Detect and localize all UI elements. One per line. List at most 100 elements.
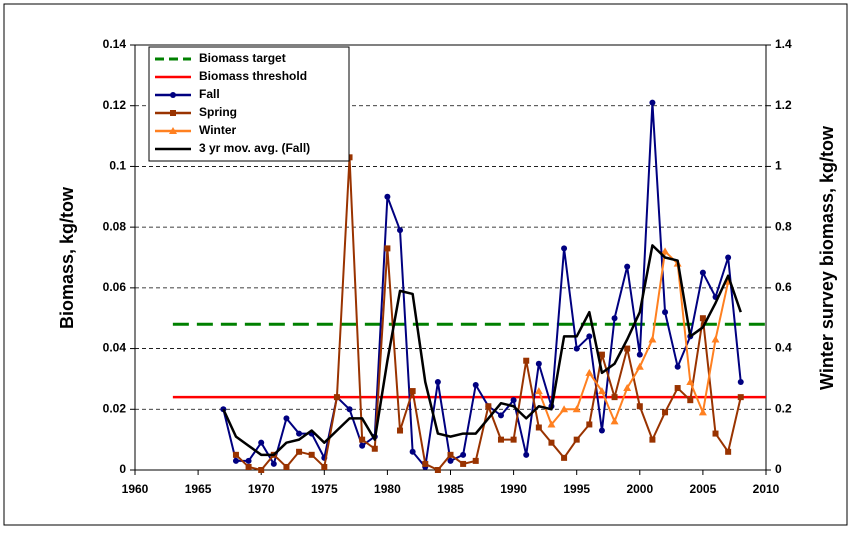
marker [597, 387, 606, 395]
marker [170, 92, 176, 98]
marker [485, 403, 492, 410]
marker [586, 333, 593, 340]
marker [560, 405, 569, 413]
marker [359, 442, 366, 449]
y-tick-label: 0.12 [103, 98, 127, 112]
marker [270, 460, 277, 467]
marker [711, 335, 720, 343]
marker [598, 351, 605, 358]
legend-label: 3 yr mov. avg. (Fall) [199, 141, 310, 155]
marker [397, 427, 404, 434]
marker [737, 378, 744, 385]
y-tick-label: 0.14 [103, 37, 127, 51]
x-tick-label: 2010 [753, 482, 780, 496]
marker [662, 309, 669, 316]
marker [687, 397, 694, 404]
y2-tick-label: 1.2 [775, 98, 792, 112]
x-tick-label: 1970 [248, 482, 275, 496]
marker [699, 315, 706, 322]
x-tick-label: 2000 [626, 482, 653, 496]
marker [170, 110, 176, 116]
marker [737, 394, 744, 401]
marker [523, 451, 530, 458]
marker [561, 454, 568, 461]
y2-tick-label: 0.8 [775, 219, 792, 233]
marker [636, 403, 643, 410]
x-tick-label: 1960 [122, 482, 149, 496]
marker [534, 387, 543, 395]
plot-frame [134, 44, 767, 471]
marker [725, 254, 732, 261]
marker [561, 245, 568, 252]
marker [447, 451, 454, 458]
legend-label: Fall [199, 87, 220, 101]
x-tick-label: 1995 [563, 482, 590, 496]
marker [535, 360, 542, 367]
marker [523, 357, 530, 364]
marker [371, 445, 378, 452]
legend-label: Spring [199, 105, 237, 119]
x-tick-label: 1985 [437, 482, 464, 496]
y2-tick-label: 0.6 [775, 280, 792, 294]
series-line [222, 244, 742, 457]
marker [497, 436, 504, 443]
y2-axis-title: Winter survey biomass, kg/tow [817, 125, 837, 390]
marker [384, 193, 391, 200]
marker [232, 457, 239, 464]
marker [611, 394, 618, 401]
marker [510, 436, 517, 443]
marker [232, 451, 239, 458]
marker [283, 415, 290, 422]
marker [662, 409, 669, 416]
marker [460, 460, 467, 467]
marker [725, 448, 732, 455]
marker [359, 436, 366, 443]
marker [346, 406, 353, 413]
marker [258, 439, 265, 446]
marker [712, 430, 719, 437]
x-tick-label: 1965 [185, 482, 212, 496]
marker [686, 377, 695, 385]
marker [674, 363, 681, 370]
legend-label: Winter [199, 123, 237, 137]
x-tick-label: 1975 [311, 482, 338, 496]
marker [283, 463, 290, 470]
marker [258, 467, 265, 473]
marker [648, 335, 657, 343]
marker [649, 436, 656, 443]
marker [308, 451, 315, 458]
y2-tick-label: 0.2 [775, 401, 792, 415]
marker [611, 315, 618, 322]
legend-box [148, 46, 350, 162]
marker [422, 460, 429, 467]
y-tick-label: 0.04 [103, 341, 127, 355]
marker [635, 362, 644, 370]
y-tick-label: 0 [119, 462, 126, 476]
marker [598, 427, 605, 434]
marker [333, 394, 340, 401]
marker [472, 457, 479, 464]
y-tick-label: 0.08 [103, 219, 127, 233]
legend-label: Biomass target [199, 51, 286, 65]
marker [624, 345, 631, 352]
marker [296, 430, 303, 437]
x-tick-label: 1990 [500, 482, 527, 496]
marker [661, 247, 670, 255]
series-line [537, 250, 730, 426]
x-tick-label: 2005 [690, 482, 717, 496]
marker [674, 385, 681, 392]
marker [586, 421, 593, 428]
legend-label: Biomass threshold [199, 69, 307, 83]
marker [384, 245, 391, 252]
y2-tick-label: 0.4 [775, 341, 792, 355]
marker [296, 448, 303, 455]
chart-frame [3, 3, 848, 526]
marker [460, 451, 467, 458]
y-axis-title: Biomass, kg/tow [57, 186, 77, 329]
y-tick-label: 0.06 [103, 280, 127, 294]
y2-tick-label: 1.4 [775, 37, 792, 51]
marker [497, 412, 504, 419]
marker [434, 378, 441, 385]
marker [321, 463, 328, 470]
